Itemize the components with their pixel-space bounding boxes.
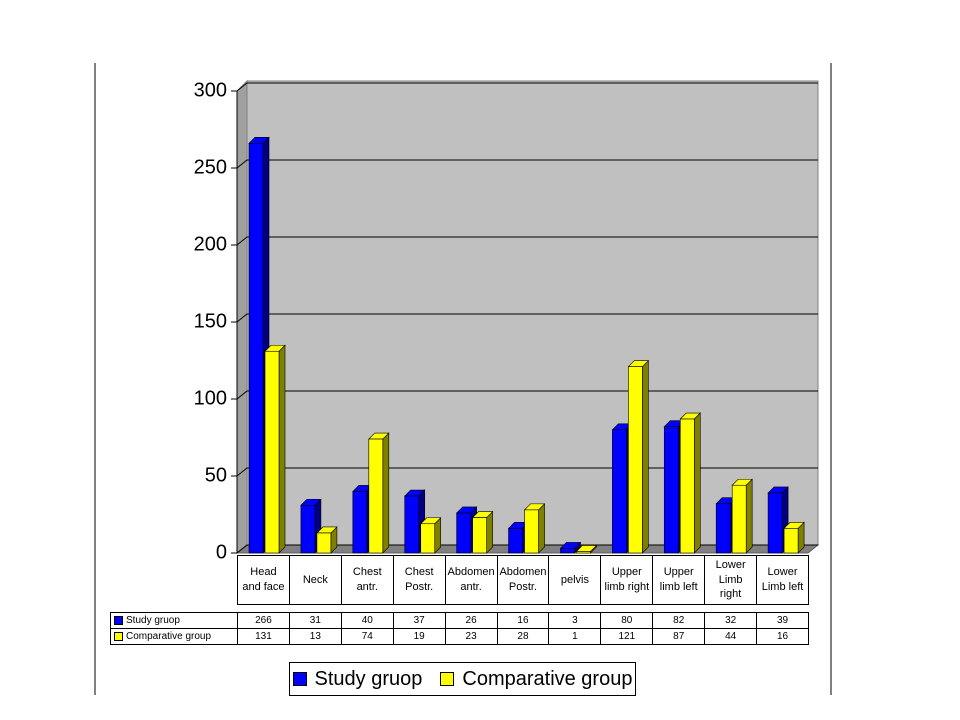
legend-key	[114, 616, 123, 625]
bar	[352, 491, 368, 554]
legend-swatch	[440, 672, 455, 686]
bar	[264, 350, 280, 554]
legend-label: Comparative group	[462, 667, 633, 690]
table-row-label: Study gruop	[110, 612, 238, 629]
table-value: 16	[496, 612, 550, 629]
grid-line	[236, 159, 818, 169]
bar	[508, 528, 523, 554]
table-header-cell: Upper limb left	[652, 555, 706, 605]
table-value: 3	[548, 612, 602, 629]
table-value: 40	[340, 612, 394, 629]
table-header-cell: Lower Limb left	[756, 555, 809, 605]
bar	[612, 429, 627, 554]
bar	[576, 551, 591, 554]
table-row-label: Comparative group	[110, 628, 238, 645]
bar	[715, 503, 731, 554]
bar	[368, 438, 384, 554]
table-value: 82	[652, 612, 706, 629]
table-header-cell: Chest Postr.	[392, 555, 446, 605]
bar	[628, 366, 643, 554]
series-name: Comparative group	[126, 630, 212, 642]
table-header-cell: Chest antr.	[340, 555, 394, 605]
y-tick-label: 250	[194, 156, 227, 178]
bar	[456, 512, 471, 554]
table-value: 87	[652, 628, 706, 645]
table-header-cell: Upper limb right	[600, 555, 654, 605]
bar-side	[642, 359, 649, 554]
table-value: 31	[288, 612, 342, 629]
back-wall	[246, 80, 819, 546]
y-tick-label: 0	[216, 541, 227, 563]
bar-side	[382, 432, 390, 554]
bar	[420, 523, 436, 554]
bar	[472, 517, 487, 554]
y-tick-label: 300	[194, 79, 227, 101]
table-header-cell: Abdomen Postr.	[496, 555, 550, 605]
table-header-cell: Lower Limb right	[704, 555, 758, 605]
table-header-cell: Neck	[288, 555, 342, 605]
table-header-cell: Abdomen antr.	[444, 555, 498, 605]
table-value: 16	[756, 628, 809, 645]
bar	[783, 528, 799, 554]
table-value: 26	[444, 612, 498, 629]
table-value: 121	[600, 628, 654, 645]
y-tick-label: 50	[205, 464, 227, 486]
table-header-cell: pelvis	[548, 555, 602, 605]
grid-line	[236, 390, 818, 400]
bar-side	[538, 503, 545, 554]
table-value: 74	[340, 628, 394, 645]
legend-label: Study gruop	[314, 667, 423, 690]
bar	[404, 495, 420, 554]
table-value: 32	[704, 612, 758, 629]
table-value: 131	[237, 628, 290, 645]
bar	[560, 548, 575, 554]
table-value: 1	[548, 628, 602, 645]
table-value: 37	[392, 612, 446, 629]
grid-line	[236, 82, 818, 92]
series-name: Study gruop	[126, 614, 180, 626]
bar	[679, 418, 695, 554]
bar	[767, 492, 783, 554]
table-header-cell: Head and face	[237, 555, 290, 605]
legend-swatch	[292, 672, 307, 686]
y-tick-label: 100	[194, 387, 227, 409]
table-value: 80	[600, 612, 654, 629]
table-value: 44	[704, 628, 758, 645]
table-value: 23	[444, 628, 498, 645]
bar	[524, 509, 539, 554]
y-tick-label: 200	[194, 233, 227, 255]
legend-item: Comparative group	[440, 668, 632, 691]
legend-item: Study gruop	[292, 667, 423, 691]
table-value: 39	[756, 612, 809, 629]
bar-side	[278, 344, 286, 554]
y-tick-label: 150	[194, 310, 227, 332]
table-value: 19	[392, 628, 446, 645]
bar	[300, 504, 316, 554]
bar	[663, 426, 679, 554]
legend-key	[114, 632, 123, 641]
bar	[731, 484, 747, 554]
bar	[248, 143, 264, 554]
bar-side	[745, 478, 753, 554]
bar	[316, 532, 332, 554]
table-value: 266	[237, 612, 290, 629]
table-value: 28	[496, 628, 550, 645]
legend: Study gruop Comparative group	[289, 662, 636, 696]
table-value: 13	[288, 628, 342, 645]
bar-side	[486, 510, 493, 554]
grid-line	[236, 236, 818, 246]
side-wall	[236, 79, 248, 555]
bar-side	[693, 412, 701, 554]
grid-line	[236, 313, 818, 323]
